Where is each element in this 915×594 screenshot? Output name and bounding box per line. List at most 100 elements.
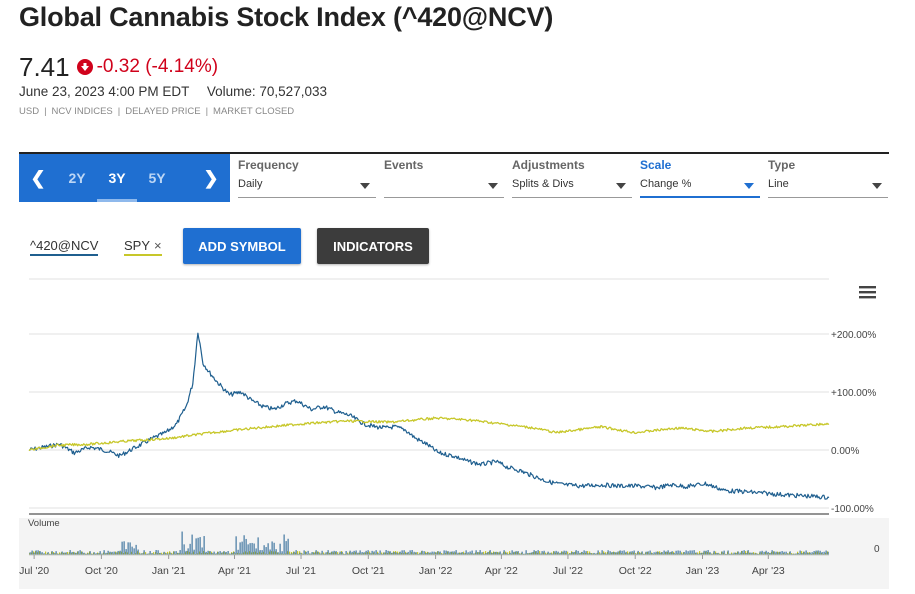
events-select[interactable] (384, 178, 504, 198)
volume-bar-ncv (473, 553, 475, 555)
y-tick-label: +100.00% (831, 388, 876, 399)
volume-bar-ncv (567, 553, 569, 555)
volume-bar-ncv (239, 542, 241, 555)
indicators-button[interactable]: INDICATORS (317, 228, 429, 264)
volume-bar-ncv (477, 552, 479, 555)
events-label: Events (384, 158, 424, 172)
volume-bar-spy (45, 551, 47, 555)
volume-bar-spy (515, 551, 517, 555)
volume-bar-ncv (677, 550, 679, 555)
volume-bar-ncv (31, 550, 33, 555)
symbol-chip-compare[interactable]: SPY × (124, 238, 162, 256)
type-dropdown[interactable]: Type Line (768, 158, 888, 204)
volume-bar-ncv (95, 553, 97, 555)
volume-bar-ncv (711, 553, 713, 555)
volume-bar-ncv (115, 552, 117, 555)
volume-bar-ncv (615, 552, 617, 555)
volume-bar-spy (517, 551, 519, 555)
volume-bar-ncv (463, 553, 465, 555)
volume-bar-ncv (251, 542, 253, 555)
volume-bar-ncv (423, 551, 425, 555)
frequency-dropdown[interactable]: Frequency Daily (238, 158, 376, 204)
volume-bar-ncv (515, 551, 517, 555)
series-lines (28, 332, 830, 500)
volume-bar-ncv (759, 551, 761, 555)
volume-bar-ncv (279, 543, 281, 555)
volume-bar-ncv (603, 552, 605, 555)
type-label: Type (768, 158, 796, 172)
price-chart[interactable]: +200.00% +100.00% 0.00% -100.00% Volume 0 J… (19, 278, 889, 589)
volume-bar-ncv (347, 553, 349, 555)
volume-bar-ncv (807, 552, 809, 555)
volume-bar-ncv (627, 553, 629, 555)
volume-bar-ncv (725, 553, 727, 555)
volume-bar-ncv (703, 550, 705, 555)
volume-bar-spy (587, 551, 589, 555)
volume-bar-ncv (775, 551, 777, 555)
volume-bar-ncv (411, 550, 413, 555)
events-dropdown[interactable]: Events (384, 158, 504, 204)
type-select[interactable]: Line (768, 178, 888, 198)
volume-bar-ncv (661, 552, 663, 555)
volume-bar-ncv (773, 551, 775, 555)
scale-dropdown[interactable]: Scale Change % (640, 158, 760, 204)
adjustments-select[interactable]: Splits & Divs (512, 178, 632, 198)
remove-compare-icon[interactable]: × (154, 238, 162, 253)
volume-bar-ncv (175, 551, 177, 555)
volume-bar-ncv (739, 552, 741, 555)
volume-bar-ncv (785, 551, 787, 555)
volume-bar-ncv (399, 551, 401, 555)
quote-volume: Volume: 70,527,033 (206, 84, 327, 99)
volume-bar-ncv (59, 553, 61, 555)
volume-bar-spy (525, 553, 527, 555)
volume-bar-ncv (761, 550, 763, 555)
volume-bar-ncv (551, 553, 553, 555)
volume-bar-ncv (637, 550, 639, 555)
meta-market-status: MARKET CLOSED (213, 106, 295, 117)
symbol-chip-primary[interactable]: ^420@NCV (30, 238, 99, 256)
volume-bar-ncv (271, 541, 273, 555)
range-5y-button[interactable]: 5Y (148, 170, 166, 186)
adjustments-dropdown[interactable]: Adjustments Splits & Divs (512, 158, 632, 204)
volume-bar-ncv (363, 552, 365, 555)
volume-bar-ncv (29, 552, 31, 555)
x-tick-label: Jul '20 (19, 565, 49, 577)
volume-bar-ncv (81, 551, 83, 555)
volume-bar-ncv (209, 551, 211, 555)
volume-bar-ncv (495, 551, 497, 555)
chevron-right-icon[interactable]: ❯ (203, 167, 219, 188)
volume-bar-ncv (257, 537, 259, 555)
volume-bar-ncv (355, 550, 357, 555)
volume-bar-ncv (235, 536, 237, 555)
volume-bar-ncv (815, 550, 817, 555)
chart-menu-icon[interactable] (859, 286, 876, 299)
volume-bar-ncv (97, 553, 99, 555)
range-2y-button[interactable]: 2Y (68, 170, 86, 186)
chevron-left-icon[interactable]: ❮ (30, 167, 46, 188)
volume-bar-ncv (61, 551, 63, 555)
volume-bar-ncv (641, 551, 643, 555)
frequency-select[interactable]: Daily (238, 178, 376, 198)
volume-bar-ncv (401, 550, 403, 555)
volume-bar-ncv (525, 550, 527, 555)
volume-bar-ncv (653, 552, 655, 555)
range-3y-button[interactable]: 3Y (97, 154, 137, 202)
volume-bar-ncv (697, 553, 699, 555)
volume-bar-ncv (369, 553, 371, 555)
volume-bar-ncv (767, 551, 769, 555)
volume-bar-ncv (203, 536, 205, 555)
volume-bar-ncv (237, 549, 239, 555)
y-tick-label: +200.00% (831, 330, 876, 341)
volume-bar-spy (381, 552, 383, 555)
scale-select[interactable]: Change % (640, 178, 760, 198)
volume-bar-ncv (229, 553, 231, 555)
volume-bar-ncv (561, 551, 563, 555)
volume-bar-spy (145, 552, 147, 555)
volume-bar-ncv (211, 552, 213, 555)
add-symbol-button[interactable]: ADD SYMBOL (183, 228, 301, 264)
volume-bar-ncv (77, 551, 79, 555)
volume-bar-ncv (351, 551, 353, 555)
volume-bar-ncv (419, 552, 421, 555)
grid-lines (29, 278, 829, 509)
adjustments-value: Splits & Divs (512, 178, 574, 190)
